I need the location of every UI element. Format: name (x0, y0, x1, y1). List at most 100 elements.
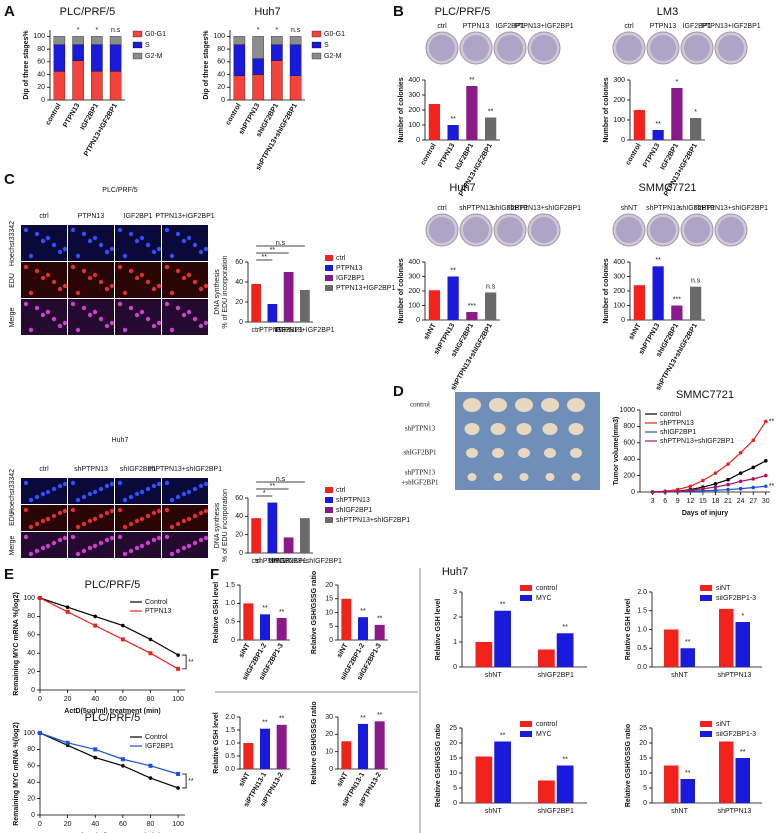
x-tick-label: control (625, 142, 643, 166)
image-label: ctrl (437, 23, 447, 30)
cell (109, 508, 115, 514)
column-label: shPTPN13 (74, 466, 108, 473)
dish-colonies (463, 35, 489, 61)
x-tick-label: shNT (628, 322, 643, 341)
marker (121, 764, 125, 768)
significance: *** (468, 303, 476, 310)
y-tick-label: 1000 (619, 407, 635, 414)
significance: ** (262, 605, 268, 612)
legend-swatch (700, 721, 712, 727)
dish-colonies (497, 35, 523, 61)
cell (169, 524, 175, 530)
column-label: shIGF2BP1 (120, 466, 156, 473)
y-tick-label: 1.5 (225, 582, 235, 589)
bar-segment (72, 36, 84, 45)
legend-label: S (145, 42, 150, 49)
cell (70, 480, 76, 486)
comparison-label: * (263, 490, 266, 497)
cell (81, 548, 87, 554)
cell (122, 524, 128, 530)
cell (57, 483, 63, 489)
y-tick-label: 80 (27, 613, 35, 620)
panel-letter: E (4, 566, 14, 583)
y-tick-label: 0.0 (637, 664, 647, 671)
cell (186, 516, 192, 522)
image-label: shIGF2BP1 (679, 205, 715, 212)
bar (374, 624, 385, 640)
marker (65, 609, 70, 614)
y-tick-label: 20 (217, 84, 225, 91)
cell (122, 327, 128, 333)
significance: ** (500, 732, 506, 739)
legend-label: control (536, 585, 557, 592)
x-tick-label: 80 (147, 821, 155, 828)
legend-label: ctrl (336, 255, 346, 262)
y-tick-label: 0 (453, 800, 457, 807)
x-tick-label: shPTPN13 (718, 672, 752, 679)
cell (164, 534, 170, 540)
y-tick-label: 100 (613, 117, 625, 124)
bar-segment (53, 36, 66, 45)
bar (466, 86, 478, 140)
cell (28, 290, 34, 296)
bar (633, 285, 645, 320)
cell (186, 489, 192, 495)
marker (751, 485, 756, 490)
significance: ** (279, 716, 285, 723)
microscopy-image (115, 532, 161, 558)
dish-colonies (531, 35, 557, 61)
bar-segment (109, 36, 122, 45)
tumor (492, 448, 504, 458)
cell (23, 480, 29, 486)
marker (93, 623, 98, 628)
cell (156, 283, 162, 289)
legend-swatch (520, 721, 532, 727)
cell (40, 275, 46, 281)
dish-colonies (616, 35, 642, 61)
cell (34, 268, 40, 274)
cell (186, 309, 192, 315)
bar (447, 276, 459, 320)
bar-segment (72, 44, 84, 61)
row-label: shPTPN13 (405, 469, 436, 477)
row-label: EDU (9, 273, 16, 288)
y-tick-label: 40 (217, 71, 225, 78)
cell (51, 486, 57, 492)
y-tick-label: 20 (325, 731, 333, 738)
bar-segment (91, 44, 103, 72)
y-tick-label: 400 (623, 456, 635, 463)
significance: ** (377, 616, 383, 623)
marker (764, 419, 768, 424)
x-tick-label: shNT (485, 672, 502, 679)
significance: n.s (291, 27, 301, 34)
cell (28, 551, 34, 557)
y-tick-label: 40 (235, 513, 243, 520)
row-label: EDU (9, 511, 16, 526)
y-tick-label: 40 (235, 279, 243, 286)
image-label: shPTPN13 (459, 205, 493, 212)
cell (109, 481, 115, 487)
tumor (519, 473, 529, 481)
legend-label: control (660, 411, 681, 418)
bar-segment (53, 71, 66, 101)
bar (374, 721, 385, 769)
cell (81, 305, 87, 311)
cell (75, 327, 81, 333)
column-label: IGF2BP1 (124, 213, 153, 220)
cell (98, 279, 104, 285)
y-tick-label: 80 (27, 746, 35, 753)
significance: ** (562, 756, 568, 763)
cell (87, 275, 93, 281)
marker (148, 651, 153, 656)
cell (70, 264, 76, 270)
marker (120, 637, 125, 642)
significance: n.s (486, 283, 496, 290)
significance: ** (769, 418, 775, 425)
x-tick-label: shPTPN13 (718, 808, 752, 815)
bar (428, 104, 440, 140)
cell (45, 309, 51, 315)
marker (726, 477, 730, 482)
bar (276, 618, 287, 640)
y-tick-label: 5 (643, 785, 647, 792)
cell (87, 491, 93, 497)
